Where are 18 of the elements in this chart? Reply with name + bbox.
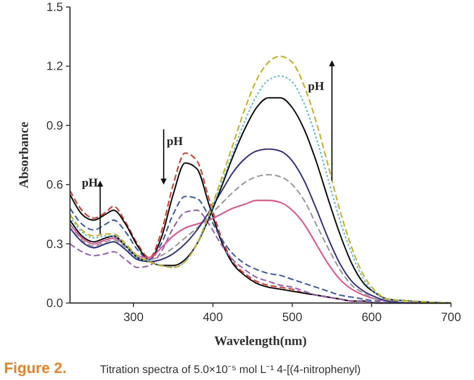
x-tick-label: 300 [123,310,144,324]
x-tick-label: 700 [440,310,462,324]
annotation: pH [82,176,99,190]
x-axis-title: Wavelength(nm) [214,333,307,348]
y-axis-title: Absorbance [16,122,31,188]
text: Titration spectra of 5.0×10⁻⁵ mol L⁻¹ 4-[(4-nitrophenyl) [100,364,361,376]
y-tick-label: 0.6 [46,178,64,192]
y-tick-label: 1.5 [46,0,64,14]
x-tick-label: 400 [202,310,224,324]
caption: Figure 2. [4,360,67,377]
y-tick-label: 0.9 [46,118,64,132]
y-tick-label: 0.0 [46,296,64,310]
x-tick-label: 500 [282,310,303,324]
y-tick-label: 1.2 [46,59,64,74]
x-tick-label: 600 [362,310,382,324]
annotation: pH [308,78,325,93]
annotation: pH [166,134,184,148]
y-tick-label: 0.3 [46,236,64,251]
